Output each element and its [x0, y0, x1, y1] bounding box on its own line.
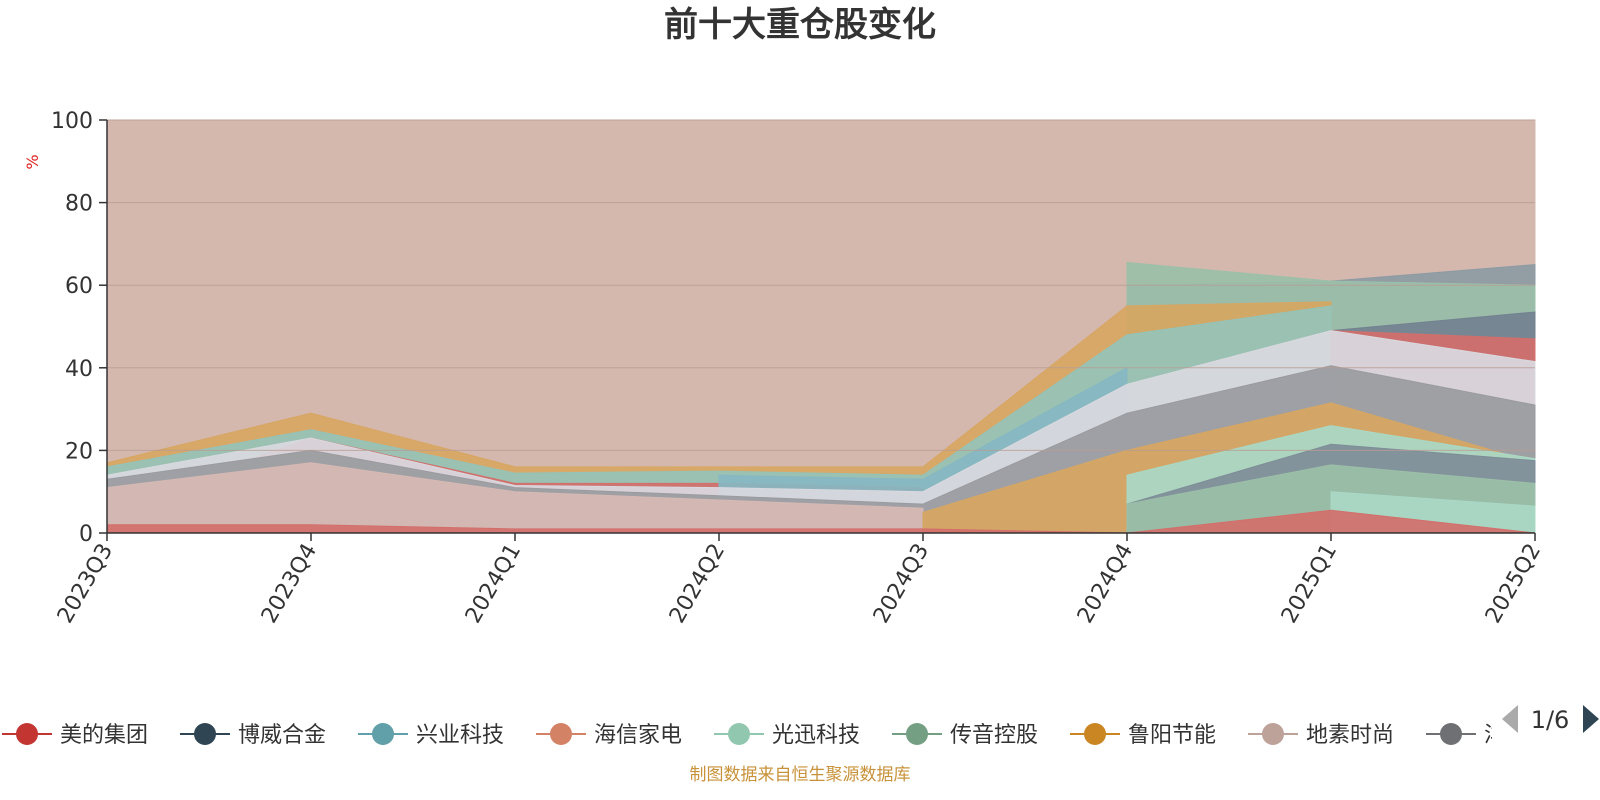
- legend-label: 博威合金: [238, 723, 326, 748]
- y-axis-unit: %: [23, 154, 42, 169]
- series-areas: [106, 119, 1536, 534]
- y-tick-label: 80: [65, 192, 93, 217]
- legend: 美的集团 博威合金 兴业科技 海信家电 光迅科技 传音控股 鲁阳节能 地素时尚 洋 1/6: [2, 705, 1599, 748]
- legend-item[interactable]: 海信家电: [536, 723, 682, 748]
- legend-label: 兴业科技: [416, 723, 504, 748]
- chart-title: 前十大重仓股变化: [664, 5, 936, 45]
- legend-item[interactable]: 光迅科技: [714, 723, 860, 748]
- legend-item[interactable]: 鲁阳节能: [1070, 723, 1216, 748]
- legend-marker-icon: [372, 723, 394, 745]
- legend-label: 传音控股: [950, 723, 1038, 748]
- legend-marker-icon: [1084, 723, 1106, 745]
- legend-marker-icon: [728, 723, 750, 745]
- legend-marker-icon: [906, 723, 928, 745]
- legend-item[interactable]: 博威合金: [180, 723, 326, 748]
- x-tick-label: 2023Q3: [53, 540, 118, 628]
- axes: [99, 119, 1536, 541]
- legend-prev-page-button[interactable]: [1502, 705, 1518, 733]
- legend-label: 美的集团: [60, 723, 148, 748]
- y-tick-label: 20: [65, 439, 93, 464]
- x-tick-label: 2025Q1: [1277, 540, 1342, 628]
- y-tick-label: 40: [65, 357, 93, 382]
- legend-label: 地素时尚: [1306, 723, 1394, 748]
- x-tick-label: 2025Q2: [1481, 540, 1546, 628]
- legend-marker-icon: [1262, 723, 1284, 745]
- legend-label: 鲁阳节能: [1128, 723, 1216, 748]
- x-tick-label: 2023Q4: [257, 540, 322, 628]
- legend-item[interactable]: 兴业科技: [358, 723, 504, 748]
- legend-marker-icon: [194, 723, 216, 745]
- y-tick-label: 60: [65, 274, 93, 299]
- legend-marker-icon: [550, 723, 572, 745]
- x-tick-label: 2024Q3: [869, 540, 934, 628]
- y-tick-labels: 0 20 40 60 80 100: [51, 109, 93, 547]
- legend-item[interactable]: 传音控股: [892, 723, 1038, 748]
- legend-marker-icon: [1440, 723, 1462, 745]
- legend-page-indicator: 1/6: [1531, 706, 1570, 734]
- legend-item[interactable]: 洋: [1426, 723, 1506, 748]
- y-tick-label: 100: [51, 109, 93, 134]
- legend-label: 海信家电: [594, 723, 682, 748]
- legend-next-page-button[interactable]: [1583, 705, 1599, 733]
- legend-item[interactable]: 美的集团: [2, 723, 148, 748]
- legend-marker-icon: [16, 723, 38, 745]
- x-tick-label: 2024Q4: [1073, 540, 1138, 628]
- y-tick-label: 0: [79, 522, 93, 547]
- legend-label: 洋: [1484, 723, 1506, 748]
- data-source-note: 制图数据来自恒生聚源数据库: [690, 765, 911, 785]
- legend-label: 光迅科技: [772, 723, 860, 748]
- x-tick-labels: 2023Q3 2023Q4 2024Q1 2024Q2 2024Q3 2024Q4 2025…: [53, 540, 1546, 628]
- legend-item[interactable]: 地素时尚: [1248, 723, 1394, 748]
- x-tick-label: 2024Q2: [665, 540, 730, 628]
- grid-lines: [107, 119, 1535, 451]
- x-tick-label: 2024Q1: [461, 540, 526, 628]
